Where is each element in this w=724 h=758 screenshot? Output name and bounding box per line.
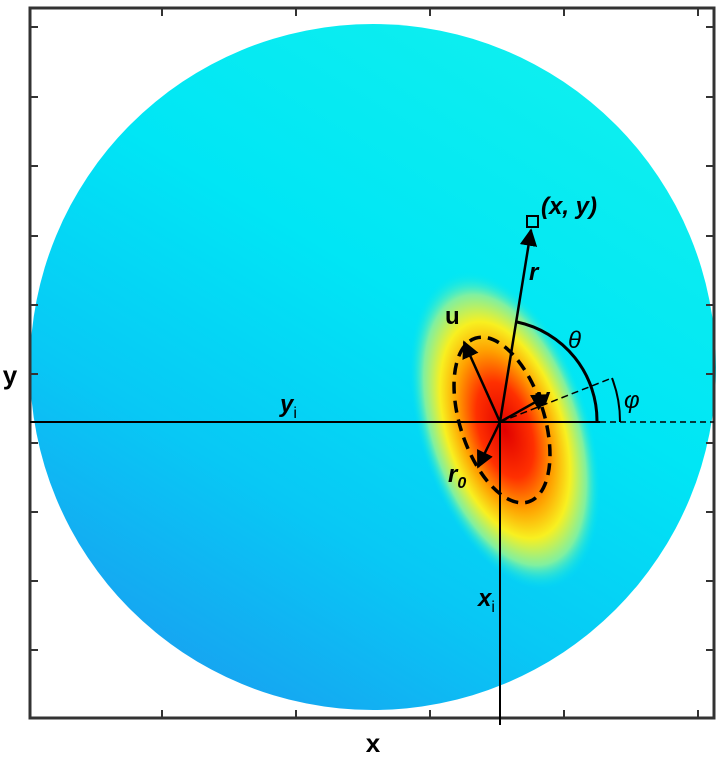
yi-label: yi <box>279 391 297 422</box>
r0-label: r0 <box>448 461 466 492</box>
r0-arrow <box>476 421 502 469</box>
phi-direction <box>499 377 613 423</box>
v-arrow <box>499 393 550 424</box>
theta-label: θ <box>568 327 581 354</box>
phi-arc <box>611 377 622 423</box>
u-label: u <box>445 303 460 330</box>
u-arrow <box>462 340 502 423</box>
point-label: (x, y) <box>541 193 597 220</box>
hot-spot <box>409 270 601 590</box>
phi-label: φ <box>624 387 640 414</box>
domain-circle <box>30 24 716 710</box>
frame <box>28 6 716 720</box>
ticks <box>30 8 714 718</box>
r-arrow <box>498 228 538 423</box>
v-label: v <box>537 384 551 411</box>
r-label: r <box>529 259 540 286</box>
xi-label: xi <box>476 585 495 616</box>
x-axis-label: x <box>366 728 381 758</box>
point-marker <box>526 215 539 228</box>
theta-arc <box>516 320 599 423</box>
y-axis-label: y <box>3 360 18 390</box>
